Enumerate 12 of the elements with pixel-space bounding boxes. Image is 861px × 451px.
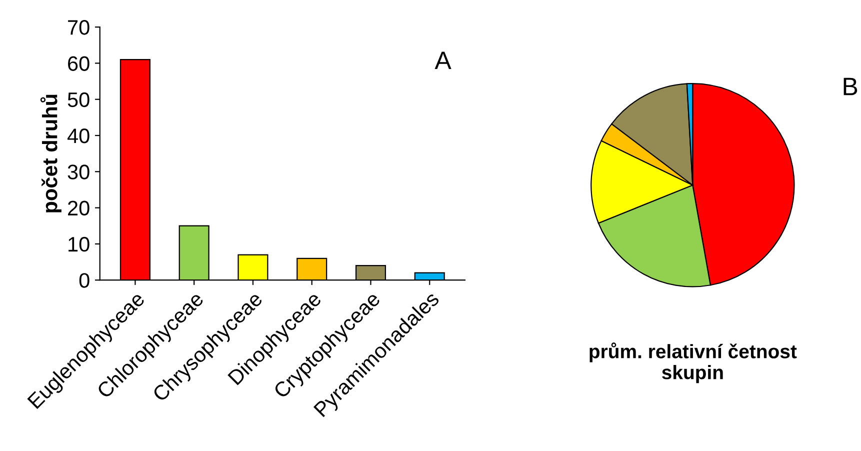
y-tick-label: 30: [68, 164, 90, 180]
y-tick-label: 10: [68, 236, 90, 252]
y-tick-label: 50: [68, 92, 90, 108]
y-tick-label: 40: [67, 128, 90, 144]
annotation: A: [434, 52, 452, 69]
y-tick-label: 0: [79, 273, 90, 288]
y-tick-label: 60: [68, 56, 90, 71]
y-tick-label: 70: [68, 20, 90, 35]
y-axis-title: počet druhů: [40, 94, 62, 212]
y-tick-label: 20: [68, 200, 90, 216]
text: prům. relativní četnost skupin: [590, 342, 797, 384]
text: B: [844, 78, 858, 96]
